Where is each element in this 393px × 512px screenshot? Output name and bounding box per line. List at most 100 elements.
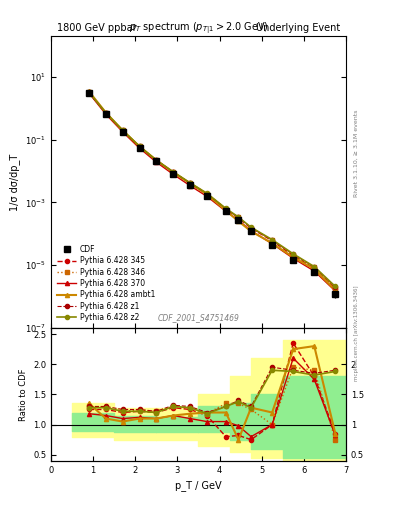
Line: Pythia 6.428 346: Pythia 6.428 346 [87, 91, 338, 290]
Pythia 6.428 z1 [312, 264, 317, 270]
Pythia 6.428 346 [86, 90, 91, 96]
Pythia 6.428 346 [171, 169, 176, 175]
Pythia 6.428 346 [236, 215, 241, 221]
Pythia 6.428 345 [236, 215, 241, 221]
Pythia 6.428 345 [204, 191, 209, 198]
Pythia 6.428 370 [249, 228, 253, 234]
Legend: CDF, Pythia 6.428 345, Pythia 6.428 346, Pythia 6.428 370, Pythia 6.428 ambt1, P: CDF, Pythia 6.428 345, Pythia 6.428 346,… [55, 243, 158, 324]
Pythia 6.428 z1 [103, 110, 108, 116]
Pythia 6.428 345 [291, 252, 296, 259]
Pythia 6.428 345 [224, 206, 228, 212]
Pythia 6.428 z1 [188, 180, 193, 186]
Pythia 6.428 346 [333, 285, 338, 291]
Pythia 6.428 z2 [249, 224, 253, 230]
Pythia 6.428 345 [333, 286, 338, 292]
Pythia 6.428 z1 [224, 206, 228, 212]
Pythia 6.428 346 [120, 127, 125, 134]
Pythia 6.428 346 [137, 143, 142, 150]
Pythia 6.428 346 [103, 110, 108, 116]
Pythia 6.428 z2 [333, 284, 338, 290]
Pythia 6.428 z1 [137, 143, 142, 150]
Pythia 6.428 370 [188, 183, 193, 189]
Pythia 6.428 346 [249, 225, 253, 231]
Pythia 6.428 z2 [291, 251, 296, 257]
Pythia 6.428 z1 [270, 237, 274, 243]
Title: $p_T$ spectrum ($p_{T|1} > 2.0$ GeV): $p_T$ spectrum ($p_{T|1} > 2.0$ GeV) [129, 20, 268, 36]
Pythia 6.428 z1 [204, 190, 209, 197]
Pythia 6.428 z2 [188, 180, 193, 186]
Pythia 6.428 370 [333, 288, 338, 294]
Pythia 6.428 z2 [86, 89, 91, 95]
Y-axis label: Ratio to CDF: Ratio to CDF [18, 368, 28, 421]
Pythia 6.428 ambt1 [270, 240, 274, 246]
Pythia 6.428 ambt1 [137, 143, 142, 150]
Pythia 6.428 z2 [270, 237, 274, 243]
Pythia 6.428 345 [249, 225, 253, 231]
Text: mcplots.cern.ch [arXiv:1306.3436]: mcplots.cern.ch [arXiv:1306.3436] [354, 285, 359, 380]
Pythia 6.428 z1 [236, 215, 241, 221]
Pythia 6.428 345 [171, 169, 176, 176]
Pythia 6.428 z2 [236, 214, 241, 220]
Pythia 6.428 z1 [154, 157, 159, 163]
Text: Underlying Event: Underlying Event [256, 23, 340, 33]
Pythia 6.428 z1 [86, 90, 91, 96]
Pythia 6.428 345 [312, 265, 317, 271]
Pythia 6.428 345 [120, 127, 125, 134]
Pythia 6.428 345 [270, 238, 274, 244]
Line: Pythia 6.428 ambt1: Pythia 6.428 ambt1 [87, 89, 338, 292]
Pythia 6.428 370 [236, 217, 241, 223]
Pythia 6.428 z2 [154, 157, 159, 163]
Pythia 6.428 370 [103, 111, 108, 117]
Pythia 6.428 ambt1 [312, 266, 317, 272]
Pythia 6.428 345 [103, 110, 108, 116]
Text: 1800 GeV ppbar: 1800 GeV ppbar [57, 23, 137, 33]
Pythia 6.428 z1 [120, 127, 125, 134]
Pythia 6.428 z2 [137, 143, 142, 150]
Pythia 6.428 ambt1 [120, 127, 125, 134]
Pythia 6.428 ambt1 [154, 157, 159, 163]
Pythia 6.428 z2 [171, 169, 176, 175]
Pythia 6.428 346 [312, 264, 317, 270]
Pythia 6.428 z2 [204, 190, 209, 196]
Pythia 6.428 ambt1 [249, 228, 253, 234]
Pythia 6.428 ambt1 [236, 218, 241, 224]
Pythia 6.428 ambt1 [171, 169, 176, 176]
Pythia 6.428 z1 [333, 284, 338, 290]
Pythia 6.428 346 [270, 237, 274, 243]
Pythia 6.428 346 [188, 180, 193, 186]
Pythia 6.428 ambt1 [103, 110, 108, 116]
Line: Pythia 6.428 345: Pythia 6.428 345 [87, 91, 338, 291]
Pythia 6.428 z2 [120, 127, 125, 133]
Line: Pythia 6.428 z1: Pythia 6.428 z1 [87, 91, 338, 289]
Pythia 6.428 370 [204, 194, 209, 200]
Pythia 6.428 ambt1 [224, 207, 228, 214]
Pythia 6.428 ambt1 [291, 254, 296, 260]
Pythia 6.428 345 [137, 144, 142, 150]
X-axis label: p_T / GeV: p_T / GeV [175, 480, 222, 491]
Pythia 6.428 ambt1 [204, 191, 209, 198]
Pythia 6.428 ambt1 [333, 287, 338, 293]
Pythia 6.428 370 [312, 268, 317, 274]
Pythia 6.428 z2 [312, 264, 317, 270]
Pythia 6.428 370 [224, 208, 228, 215]
Pythia 6.428 345 [188, 180, 193, 186]
Pythia 6.428 346 [224, 206, 228, 212]
Pythia 6.428 370 [86, 90, 91, 96]
Pythia 6.428 z1 [291, 251, 296, 258]
Pythia 6.428 345 [154, 158, 159, 164]
Y-axis label: 1/σ dσ/dp_T: 1/σ dσ/dp_T [9, 153, 20, 210]
Pythia 6.428 370 [120, 129, 125, 135]
Pythia 6.428 370 [154, 159, 159, 165]
Pythia 6.428 z2 [224, 205, 228, 211]
Pythia 6.428 346 [204, 190, 209, 197]
Line: Pythia 6.428 370: Pythia 6.428 370 [87, 91, 338, 293]
Pythia 6.428 345 [86, 90, 91, 96]
Pythia 6.428 370 [291, 255, 296, 262]
Pythia 6.428 z1 [171, 169, 176, 175]
Pythia 6.428 370 [270, 241, 274, 247]
Pythia 6.428 370 [137, 145, 142, 151]
Line: Pythia 6.428 z2: Pythia 6.428 z2 [87, 90, 338, 289]
Text: CDF_2001_S4751469: CDF_2001_S4751469 [158, 313, 239, 322]
Pythia 6.428 346 [154, 157, 159, 163]
Pythia 6.428 346 [291, 252, 296, 258]
